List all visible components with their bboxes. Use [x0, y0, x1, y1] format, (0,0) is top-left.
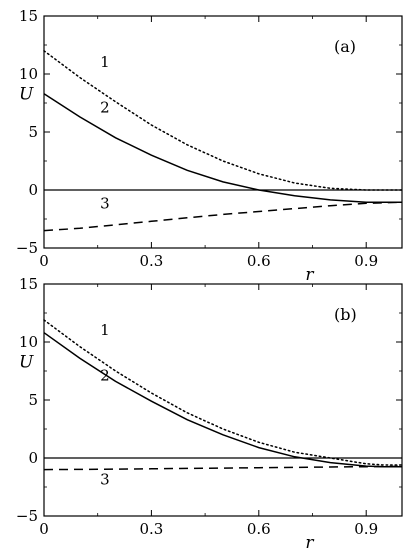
x-tick-label: 0.3 — [139, 252, 163, 270]
series-label-3: 3 — [100, 471, 110, 489]
series-line-2 — [43, 93, 402, 203]
y-tick-label: −5 — [16, 239, 38, 257]
series-line-1 — [43, 319, 403, 466]
y-tick-label: 0 — [28, 181, 38, 199]
x-tick-label: 0.9 — [354, 252, 378, 270]
series-label-1: 1 — [100, 53, 110, 71]
series-label-2: 2 — [100, 98, 110, 116]
y-axis-title: U — [19, 353, 34, 373]
series-line-1 — [43, 50, 403, 191]
series-label-2: 2 — [100, 366, 110, 384]
series-line-3 — [43, 201, 403, 232]
series-line-2 — [43, 332, 402, 468]
series-line-3 — [43, 465, 403, 471]
x-tick-label: 0 — [39, 252, 49, 270]
y-tick-label: 0 — [28, 449, 38, 467]
panel-label: (a) — [334, 37, 356, 56]
y-axis-title: U — [19, 85, 34, 105]
x-tick-label: 0.6 — [247, 252, 271, 270]
x-tick-label: 0.6 — [247, 520, 271, 538]
y-tick-label: 15 — [19, 275, 38, 293]
y-tick-label: 5 — [28, 391, 38, 409]
panel-label: (b) — [334, 305, 357, 324]
y-tick-label: 15 — [19, 7, 38, 25]
x-tick-label: 0 — [39, 520, 49, 538]
x-tick-label: 0.9 — [354, 520, 378, 538]
y-tick-label: 10 — [19, 65, 38, 83]
x-tick-label: 0.3 — [139, 520, 163, 538]
y-tick-label: 5 — [28, 123, 38, 141]
y-tick-label: 10 — [19, 333, 38, 351]
y-tick-label: −5 — [16, 507, 38, 525]
series-label-3: 3 — [100, 195, 110, 213]
x-axis-title: r — [305, 265, 314, 285]
series-label-1: 1 — [100, 321, 110, 339]
x-axis-title: r — [305, 533, 314, 550]
